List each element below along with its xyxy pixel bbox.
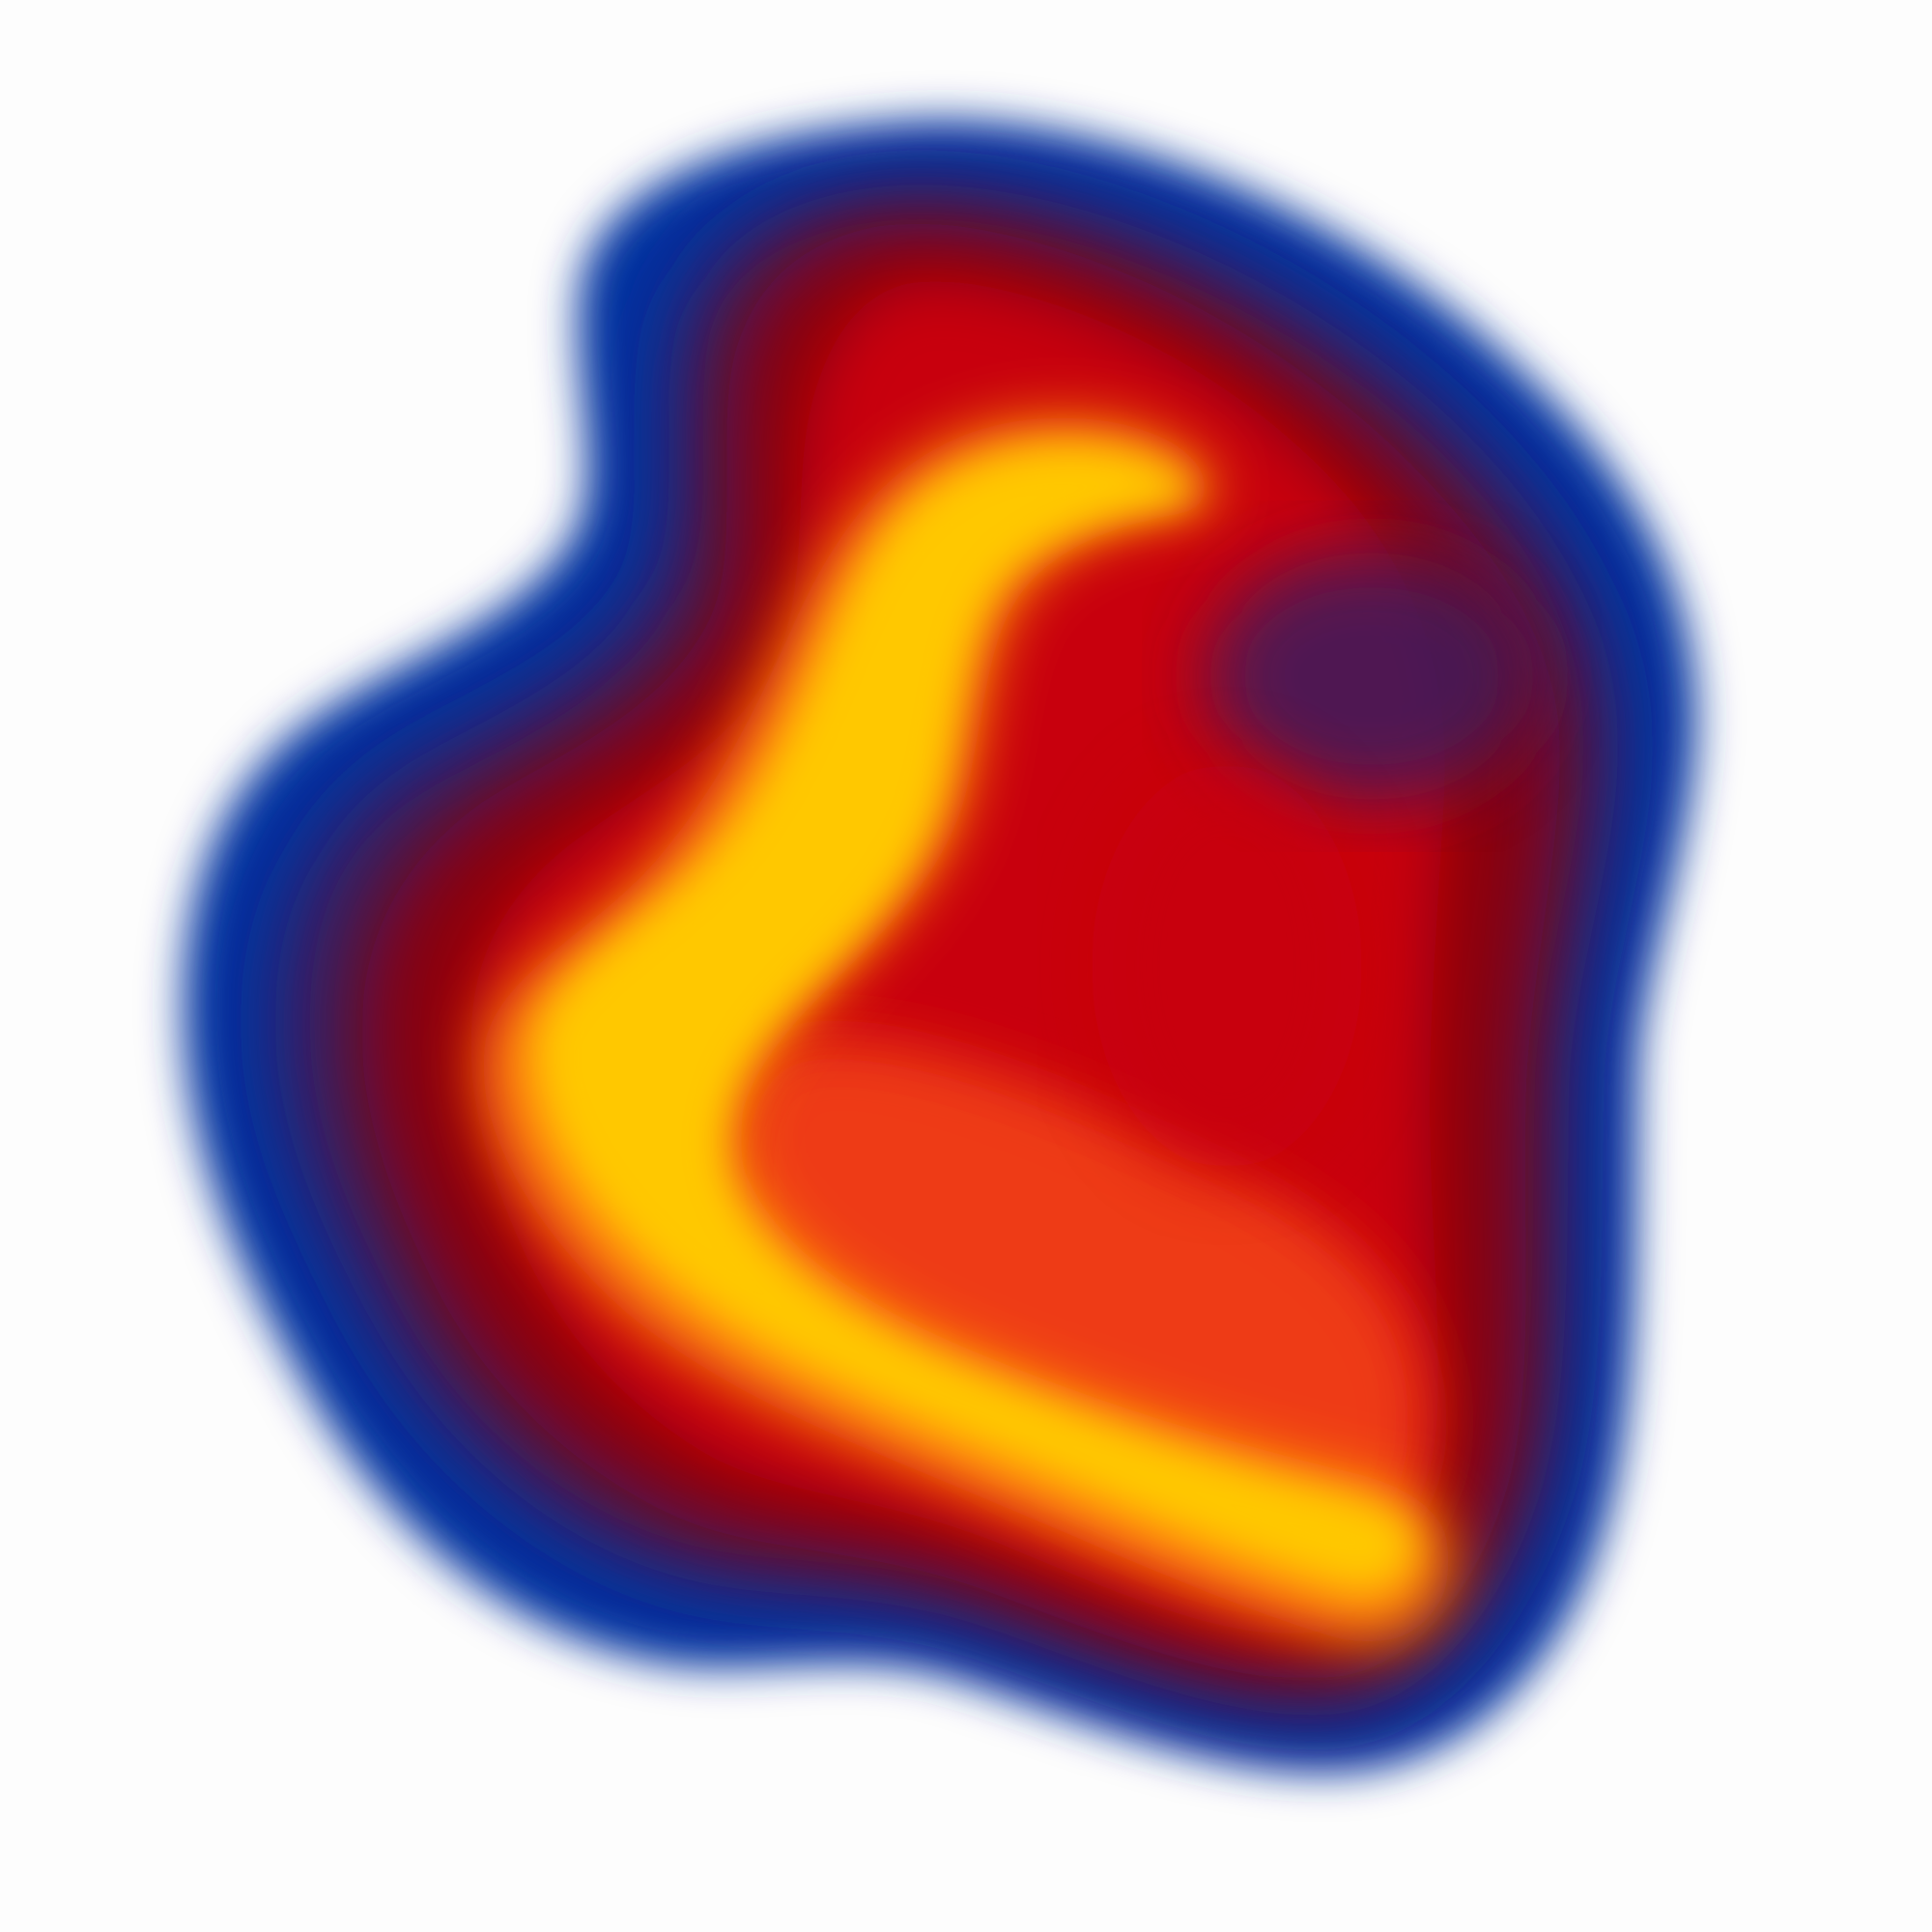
dark-maroon-accent <box>1208 551 1536 802</box>
orange-band <box>482 417 1451 1644</box>
crimson-right-region <box>1092 763 1362 1169</box>
yellow-core <box>536 445 1413 1590</box>
red-orange-layer <box>726 1038 1428 1574</box>
